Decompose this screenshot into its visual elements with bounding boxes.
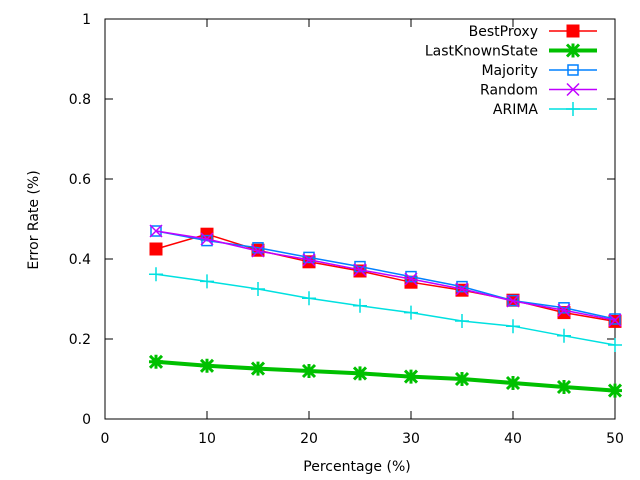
data-point-random	[455, 282, 469, 296]
data-point-majority	[303, 251, 315, 264]
x-tick-label: 50	[606, 431, 624, 447]
y-tick-label: 0.2	[69, 332, 91, 348]
legend-label-bestproxy: BestProxy	[469, 24, 538, 40]
data-point-arima	[149, 267, 163, 282]
legend-label-majority: Majority	[481, 63, 538, 79]
legend-label-arima: ARIMA	[493, 102, 539, 118]
y-tick-label: 0.8	[69, 92, 91, 108]
data-point-arima	[404, 305, 418, 320]
data-point-majority	[456, 280, 468, 293]
data-point-arima	[302, 291, 316, 306]
data-point-lastknownstate	[301, 363, 317, 379]
x-tick-label: 0	[101, 431, 110, 447]
data-point-lastknownstate	[250, 361, 266, 376]
series-line-lastknownstate	[155, 359, 616, 393]
data-point-arima	[608, 338, 622, 352]
x-tick-label: 10	[198, 431, 216, 447]
series-line-arima	[155, 273, 616, 346]
data-point-random	[302, 253, 316, 267]
legend-marker-majority	[567, 64, 579, 76]
data-point-lastknownstate	[148, 354, 164, 369]
x-tick-label: 40	[504, 431, 522, 447]
x-axis-label: Percentage (%)	[303, 459, 410, 475]
legend-label-random: Random	[480, 83, 538, 99]
data-point-majority	[405, 270, 417, 283]
data-point-lastknownstate	[199, 358, 215, 373]
y-tick-label: 0.6	[69, 172, 91, 188]
data-point-lastknownstate	[403, 369, 419, 384]
data-point-lastknownstate	[505, 375, 521, 391]
legend-label-lastknownstate: LastKnownState	[425, 44, 538, 60]
data-point-arima	[353, 298, 367, 313]
series-lastknownstate	[148, 354, 623, 398]
series-line-bestproxy	[155, 233, 616, 323]
series-line-random	[155, 230, 616, 321]
data-point-majority	[252, 242, 264, 254]
data-point-random	[251, 244, 265, 258]
data-point-bestproxy	[608, 314, 622, 328]
data-point-arima	[251, 282, 265, 296]
data-point-lastknownstate	[352, 366, 368, 381]
data-point-random	[200, 232, 214, 246]
series-random	[149, 224, 622, 327]
data-point-arima	[455, 314, 469, 328]
data-point-majority	[507, 294, 519, 307]
data-point-arima	[557, 328, 571, 343]
data-point-arima	[200, 274, 214, 289]
y-tick-label: 0	[82, 412, 91, 428]
data-point-random	[506, 294, 520, 308]
data-point-majority	[150, 225, 162, 237]
data-point-arima	[506, 319, 520, 334]
data-point-random	[608, 313, 622, 327]
data-point-random	[149, 224, 163, 238]
y-tick-label: 1	[82, 12, 91, 28]
data-point-lastknownstate	[556, 379, 572, 395]
x-tick-label: 30	[402, 431, 420, 447]
data-point-majority	[354, 260, 366, 273]
legend-marker-arima	[566, 102, 580, 116]
legend-marker-random	[566, 82, 580, 97]
series-arima	[149, 267, 622, 352]
data-point-random	[353, 263, 367, 277]
y-axis-label: Error Rate (%)	[26, 170, 42, 269]
legend-marker-bestproxy	[566, 24, 580, 38]
y-tick-label: 0.4	[69, 252, 91, 268]
legend-marker-lastknownstate	[565, 43, 581, 58]
x-tick-label: 20	[300, 431, 318, 447]
data-point-lastknownstate	[607, 383, 623, 398]
data-point-random	[404, 272, 418, 286]
plot-frame	[104, 18, 616, 420]
data-point-lastknownstate	[454, 371, 470, 387]
data-point-majority	[558, 302, 570, 314]
series-line-majority	[155, 230, 616, 320]
data-point-random	[557, 303, 571, 317]
data-point-bestproxy	[149, 242, 163, 256]
